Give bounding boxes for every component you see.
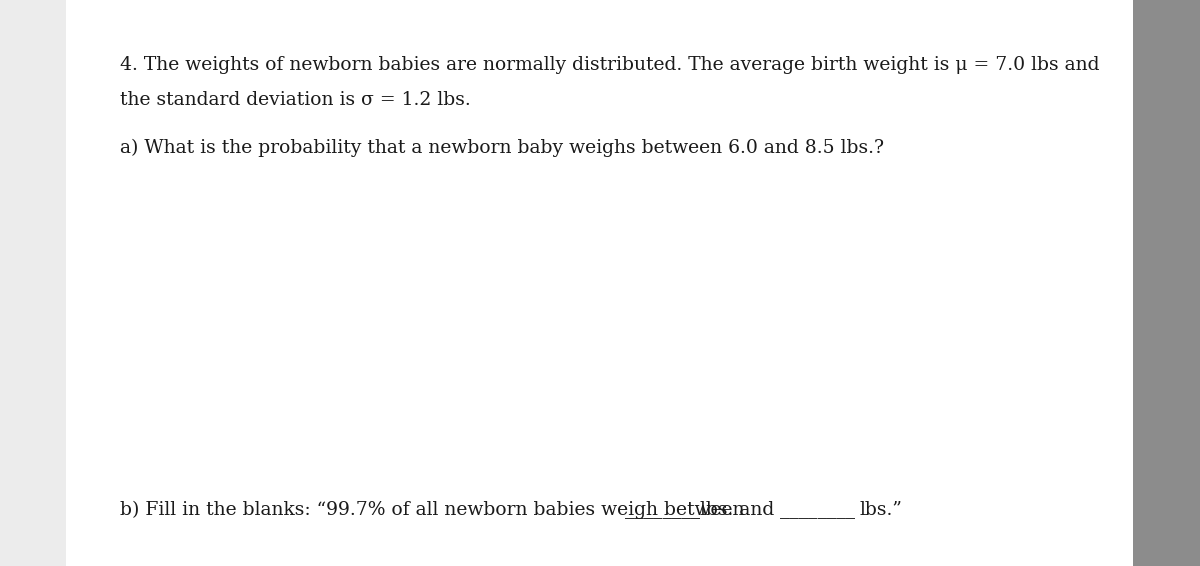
Text: b) Fill in the blanks: “99.7% of all newborn babies weigh between: b) Fill in the blanks: “99.7% of all new… <box>120 501 744 519</box>
Text: ________: ________ <box>625 501 700 519</box>
Text: lbs. and: lbs. and <box>700 501 774 519</box>
Text: lbs.”: lbs.” <box>860 501 902 519</box>
Text: ________: ________ <box>780 501 854 519</box>
Text: 4. The weights of newborn babies are normally distributed. The average birth wei: 4. The weights of newborn babies are nor… <box>120 56 1099 74</box>
Bar <box>0 0 66 566</box>
Bar <box>1133 0 1200 566</box>
Text: the standard deviation is σ = 1.2 lbs.: the standard deviation is σ = 1.2 lbs. <box>120 91 470 109</box>
Text: a) What is the probability that a newborn baby weighs between 6.0 and 8.5 lbs.?: a) What is the probability that a newbor… <box>120 139 884 157</box>
Bar <box>66 0 1133 566</box>
